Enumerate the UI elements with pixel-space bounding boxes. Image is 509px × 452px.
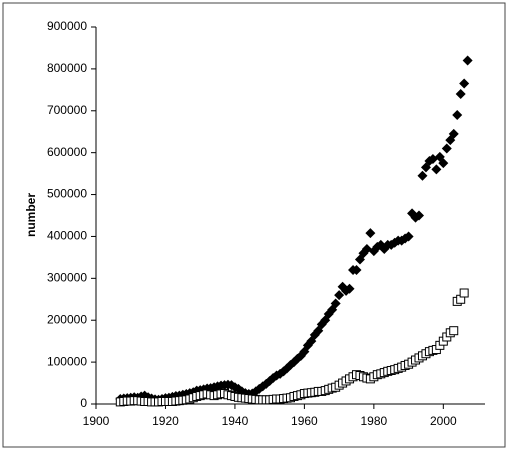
diamond-point xyxy=(431,164,442,175)
diamond-point xyxy=(344,283,355,294)
diamond-point xyxy=(448,128,459,139)
diamond-point xyxy=(365,228,376,239)
diamond-point xyxy=(403,231,414,242)
y-axis-label: number xyxy=(24,193,38,237)
diamond-point xyxy=(459,78,470,89)
diamond-point xyxy=(452,109,463,120)
diamond-point xyxy=(330,298,341,309)
diamond-point xyxy=(417,170,428,181)
square-point xyxy=(449,326,459,336)
y-tick-label: 400000 xyxy=(47,229,87,243)
x-tick-label: 1960 xyxy=(291,414,318,428)
x-tick-label: 1980 xyxy=(361,414,388,428)
y-tick-label: 800000 xyxy=(47,61,87,75)
y-tick-label: 900000 xyxy=(47,19,87,33)
x-tick-label: 1940 xyxy=(222,414,249,428)
diamond-point xyxy=(441,143,452,154)
y-tick-label: 500000 xyxy=(47,187,87,201)
y-tick-label: 0 xyxy=(80,396,87,410)
diamond-point xyxy=(334,290,345,301)
x-tick-label: 2000 xyxy=(430,414,457,428)
y-tick-label: 100000 xyxy=(47,354,87,368)
diamond-point xyxy=(455,89,466,100)
frame xyxy=(2,2,506,448)
y-tick-label: 200000 xyxy=(47,312,87,326)
diamond-point xyxy=(462,55,473,66)
diamond-point xyxy=(351,264,362,275)
y-tick-label: 300000 xyxy=(47,271,87,285)
y-tick-label: 600000 xyxy=(47,145,87,159)
square-point xyxy=(459,288,469,298)
x-tick-label: 1920 xyxy=(152,414,179,428)
diamond-point xyxy=(438,158,449,169)
y-tick-label: 700000 xyxy=(47,103,87,117)
diamond-point xyxy=(414,210,425,221)
x-tick-label: 1900 xyxy=(83,414,110,428)
